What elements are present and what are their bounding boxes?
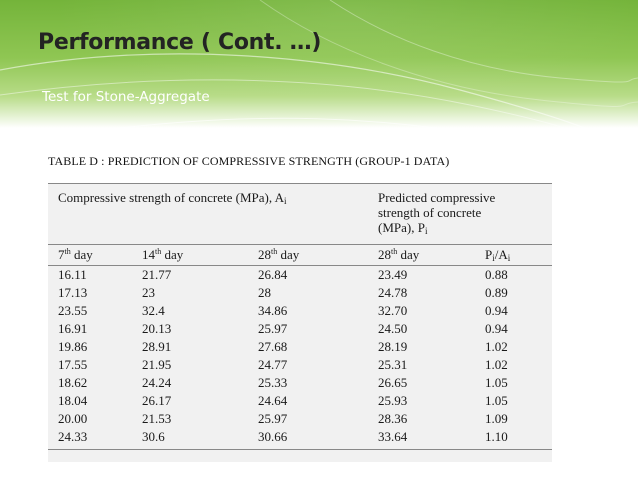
- table-caption: TABLE D : PREDICTION OF COMPRESSIVE STRE…: [48, 154, 450, 168]
- strength-table: Compressive strength of concrete (MPa), …: [48, 183, 552, 450]
- table-cell: 30.6: [142, 429, 165, 444]
- table-cell: 32.70: [378, 303, 408, 318]
- table-cell: 34.86: [258, 303, 288, 318]
- table-cell: 28.91: [142, 339, 172, 354]
- group-header-measured: Compressive strength of concrete (MPa), …: [58, 190, 287, 206]
- table-row: 17.13 23 28 24.78 0.89: [48, 284, 552, 302]
- table-cell: 25.33: [258, 375, 288, 390]
- table-cell: 21.95: [142, 357, 172, 372]
- table-cell: 32.4: [142, 303, 165, 318]
- slide-subtitle: Test for Stone-Aggregate: [42, 89, 210, 105]
- table-image: Compressive strength of concrete (MPa), …: [48, 183, 552, 462]
- table-cell: 30.66: [258, 429, 288, 444]
- table-cell: 18.04: [58, 393, 88, 408]
- table-cell: 0.94: [485, 321, 508, 336]
- table-cell: 1.02: [485, 339, 508, 354]
- table-cell: 1.09: [485, 411, 508, 426]
- table-row: 23.55 32.4 34.86 32.70 0.94: [48, 302, 552, 320]
- table-cell: 18.62: [58, 375, 88, 390]
- table-row: 18.04 26.17 24.64 25.93 1.05: [48, 392, 552, 410]
- table-cell: 26.65: [378, 375, 408, 390]
- header-band: [0, 0, 638, 128]
- decorative-wave-lines: [0, 0, 638, 159]
- table-cell: 21.77: [142, 267, 172, 282]
- table-cell: 28.19: [378, 339, 408, 354]
- table-cell: 17.13: [58, 285, 88, 300]
- table-cell: 28: [258, 285, 271, 300]
- table-cell: 1.02: [485, 357, 508, 372]
- table-cell: 1.05: [485, 375, 508, 390]
- table-cell: 16.11: [58, 267, 87, 282]
- table-row: 16.91 20.13 25.97 24.50 0.94: [48, 320, 552, 338]
- table-cell: 1.10: [485, 429, 508, 444]
- table-cell: 0.94: [485, 303, 508, 318]
- table-row: 17.55 21.95 24.77 25.31 1.02: [48, 356, 552, 374]
- table-cell: 25.97: [258, 321, 288, 336]
- col-header-28th-day: 28th day: [258, 247, 300, 262]
- table-row: 18.62 24.24 25.33 26.65 1.05: [48, 374, 552, 392]
- table-cell: 16.91: [58, 321, 88, 336]
- table-cell: 20.00: [58, 411, 88, 426]
- table-cell: 24.50: [378, 321, 408, 336]
- table-cell: 23: [142, 285, 155, 300]
- table-cell: 27.68: [258, 339, 288, 354]
- table-cell: 26.17: [142, 393, 172, 408]
- table-row: 16.11 21.77 26.84 23.49 0.88: [48, 266, 552, 285]
- table-cell: 33.64: [378, 429, 408, 444]
- table-cell: 28.36: [378, 411, 408, 426]
- table-cell: 21.53: [142, 411, 172, 426]
- table-cell: 19.86: [58, 339, 88, 354]
- table-cell: 24.33: [58, 429, 88, 444]
- col-header-14th-day: 14th day: [142, 247, 184, 262]
- table-cell: 24.78: [378, 285, 408, 300]
- table-cell: 25.93: [378, 393, 408, 408]
- table-cell: 1.05: [485, 393, 508, 408]
- table-cell: 0.88: [485, 267, 508, 282]
- slide-title: Performance ( Cont. …): [38, 30, 322, 55]
- group-header-predicted: Predicted compressive strength of concret…: [378, 190, 496, 236]
- header-glow: [0, 0, 638, 128]
- table-cell: 25.97: [258, 411, 288, 426]
- col-header-predicted-28th-day: 28th day: [378, 247, 420, 262]
- table-cell: 26.84: [258, 267, 288, 282]
- table-row: 20.00 21.53 25.97 28.36 1.09: [48, 410, 552, 428]
- table-cell: 23.49: [378, 267, 408, 282]
- table-cell: 24.77: [258, 357, 288, 372]
- column-header-row: 7th day 14th day 28th day 28th day Pi/Ai: [48, 244, 552, 266]
- table-cell: 24.64: [258, 393, 288, 408]
- table-cell: 17.55: [58, 357, 88, 372]
- table-cell: 24.24: [142, 375, 172, 390]
- group-header-row: Compressive strength of concrete (MPa), …: [48, 183, 552, 245]
- col-header-7th-day: 7th day: [58, 247, 93, 262]
- table-cell: 23.55: [58, 303, 88, 318]
- table-cell: 0.89: [485, 285, 508, 300]
- col-header-ratio: Pi/Ai: [485, 247, 511, 263]
- table-row: 24.33 30.6 30.66 33.64 1.10: [48, 428, 552, 450]
- table-row: 19.86 28.91 27.68 28.19 1.02: [48, 338, 552, 356]
- table-cell: 20.13: [142, 321, 172, 336]
- table-cell: 25.31: [378, 357, 408, 372]
